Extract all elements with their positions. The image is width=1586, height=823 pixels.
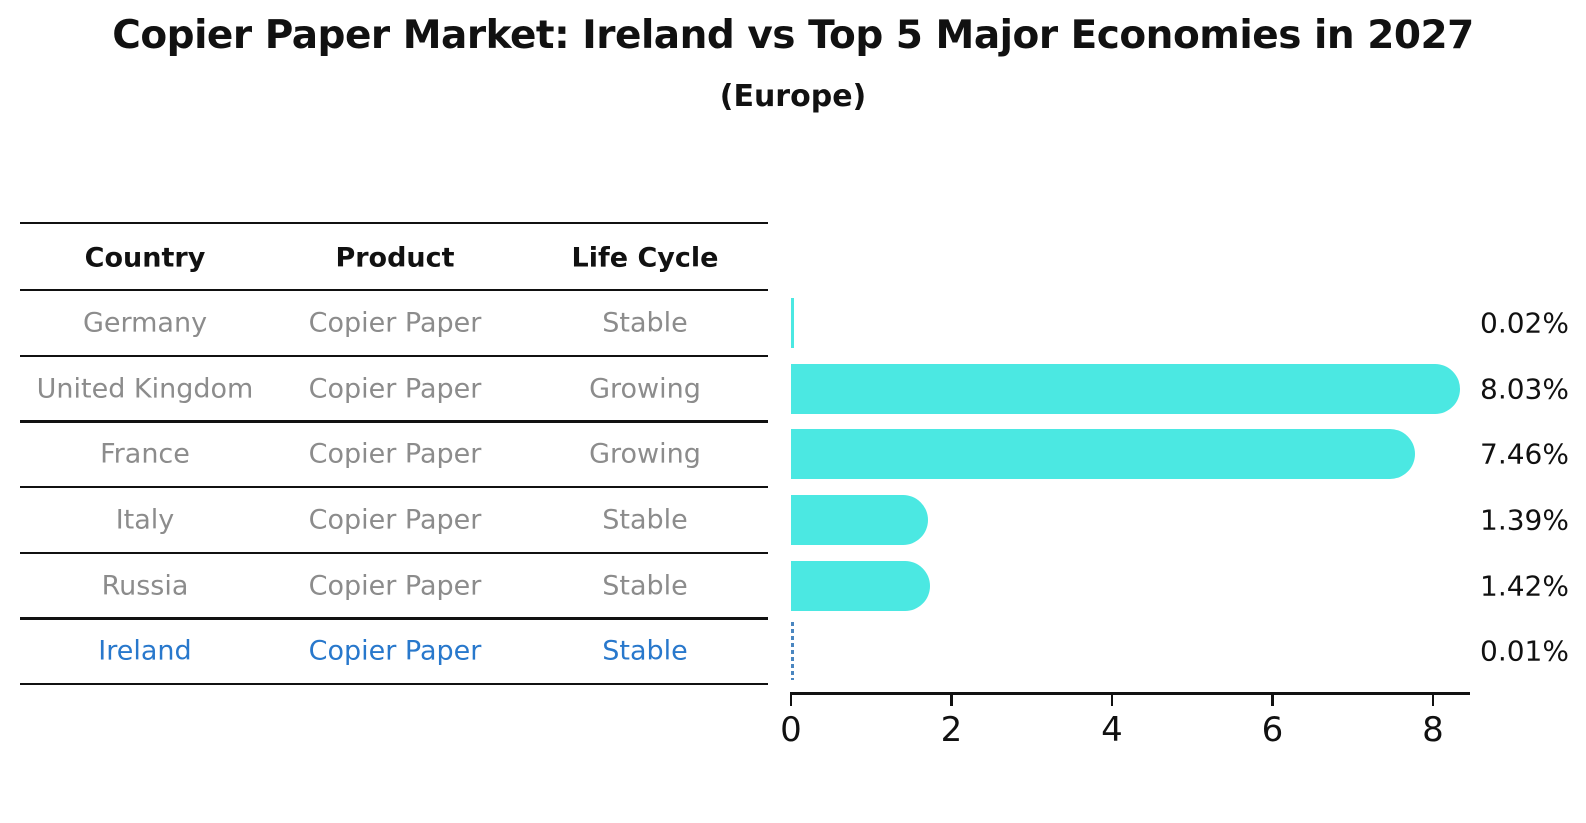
table-rule — [20, 551, 768, 554]
table-cell-life_cycle: Stable — [602, 504, 688, 536]
table-rule — [20, 221, 768, 225]
value-label: 0.01% — [1480, 634, 1569, 668]
x-axis-tick — [1110, 693, 1114, 706]
table-rule — [20, 354, 768, 357]
table-cell-product: Copier Paper — [308, 635, 482, 667]
bar — [791, 560, 930, 611]
table-cell-product: Copier Paper — [308, 438, 482, 470]
table-cell-country: United Kingdom — [36, 373, 254, 405]
value-label: 1.39% — [1480, 503, 1569, 537]
column-header-country: Country — [84, 242, 206, 273]
table-cell-product: Copier Paper — [308, 373, 482, 405]
x-axis-tick — [1271, 693, 1274, 706]
table-cell-country: Russia — [101, 570, 189, 602]
table-cell-product: Copier Paper — [308, 570, 482, 602]
x-axis-tick-label: 8 — [1422, 709, 1444, 750]
table-rule — [20, 420, 768, 423]
bar-highlight-dashed — [791, 622, 794, 681]
x-axis-tick-label: 2 — [940, 709, 963, 750]
x-axis-tick-label: 6 — [1261, 709, 1284, 750]
x-axis-tick — [789, 693, 793, 706]
table-cell-product: Copier Paper — [308, 504, 482, 536]
table-rule — [20, 288, 768, 292]
table-cell-product: Copier Paper — [308, 307, 482, 339]
chart-title: Copier Paper Market: Ireland vs Top 5 Ma… — [112, 13, 1474, 58]
x-axis-tick-label: 4 — [1101, 709, 1123, 750]
bar — [791, 363, 1461, 414]
table-cell-life_cycle: Stable — [602, 570, 688, 602]
x-axis-tick-label: 0 — [780, 709, 802, 750]
bar — [791, 429, 1415, 480]
value-label: 8.03% — [1480, 372, 1569, 406]
table-cell-country: Italy — [115, 504, 175, 536]
table-cell-country: Ireland — [98, 635, 192, 667]
table-cell-life_cycle: Stable — [602, 635, 688, 667]
table-cell-life_cycle: Stable — [602, 307, 688, 339]
table-rule — [20, 617, 768, 620]
x-axis-tick — [950, 693, 953, 706]
x-axis-tick — [1431, 693, 1435, 706]
value-label: 1.42% — [1480, 569, 1569, 603]
value-label: 0.02% — [1480, 306, 1569, 340]
x-axis-line — [789, 692, 1470, 695]
table-rule — [20, 683, 768, 686]
value-label: 7.46% — [1480, 437, 1569, 471]
table-cell-life_cycle: Growing — [589, 373, 701, 405]
column-header-life-cycle: Life Cycle — [571, 242, 719, 273]
bar — [791, 494, 928, 545]
column-header-product: Product — [335, 242, 455, 273]
table-cell-life_cycle: Growing — [589, 438, 701, 470]
table-cell-country: France — [100, 438, 190, 470]
table-cell-country: Germany — [82, 307, 208, 339]
bar — [791, 297, 794, 348]
table-rule — [20, 485, 768, 489]
chart-subtitle: (Europe) — [719, 79, 867, 114]
